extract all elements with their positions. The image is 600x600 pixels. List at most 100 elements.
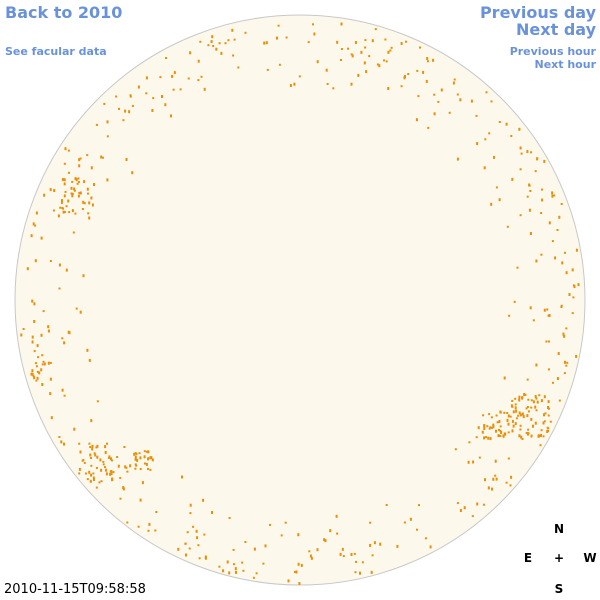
previous-hour-link[interactable]: Previous hour <box>509 45 596 58</box>
facula <box>433 112 436 116</box>
facula <box>528 208 531 212</box>
facula <box>124 465 127 469</box>
facula <box>514 403 517 406</box>
facula <box>36 376 39 380</box>
back-link[interactable]: Back to 2010 <box>5 3 123 22</box>
facula <box>547 314 550 317</box>
facula <box>359 571 361 575</box>
facula <box>263 41 266 45</box>
facula <box>106 178 109 182</box>
facula <box>528 184 531 187</box>
facula <box>197 59 200 63</box>
facula <box>551 240 554 243</box>
facula <box>65 268 68 272</box>
facula <box>485 91 488 94</box>
facula <box>102 156 104 159</box>
facula <box>560 203 563 205</box>
facula <box>131 171 134 175</box>
facula <box>123 446 126 448</box>
facula <box>181 475 183 479</box>
facula <box>519 214 522 217</box>
facula <box>498 420 501 423</box>
facula <box>363 61 366 65</box>
facula <box>427 126 430 129</box>
facula <box>497 434 500 438</box>
facula <box>134 455 137 459</box>
facula <box>83 461 86 464</box>
facula <box>529 190 532 192</box>
previous-day-link[interactable]: Previous day <box>479 3 596 22</box>
facula <box>488 413 491 416</box>
facula <box>53 189 56 192</box>
facula <box>405 40 407 43</box>
facula <box>518 398 521 402</box>
facula <box>514 397 517 400</box>
facula <box>102 460 105 463</box>
facula <box>385 60 388 63</box>
facula <box>557 352 560 355</box>
facula <box>521 397 524 400</box>
facula <box>484 478 486 482</box>
facula <box>65 205 68 208</box>
facular-data-link[interactable]: See facular data <box>5 45 107 58</box>
next-hour-link[interactable]: Next hour <box>534 58 597 71</box>
facula <box>329 529 332 533</box>
facula <box>134 467 137 470</box>
facula <box>278 63 281 66</box>
facula <box>506 412 509 414</box>
facula <box>364 46 367 49</box>
facula <box>63 182 66 186</box>
facula <box>104 451 107 454</box>
facula <box>534 395 537 398</box>
facula <box>515 409 518 413</box>
facula <box>155 511 158 513</box>
facula <box>498 121 501 123</box>
facula <box>475 114 478 117</box>
facula <box>521 438 524 440</box>
facula <box>562 332 565 336</box>
facula <box>231 28 234 32</box>
facula <box>90 166 93 170</box>
facula <box>37 356 40 359</box>
facula <box>122 119 125 122</box>
facula <box>487 486 490 490</box>
facula <box>35 211 38 215</box>
facula <box>523 393 526 396</box>
facula <box>340 22 343 26</box>
facula <box>79 157 82 160</box>
facula <box>71 192 74 195</box>
facula <box>78 164 81 168</box>
facula <box>125 158 128 161</box>
next-day-link[interactable]: Next day <box>516 20 596 39</box>
facula <box>95 446 98 449</box>
facula <box>133 452 136 456</box>
facula <box>35 379 38 382</box>
facula <box>532 400 535 404</box>
facula <box>112 471 115 474</box>
facula <box>535 363 538 367</box>
facula <box>31 299 34 303</box>
facula <box>350 553 353 556</box>
facula <box>339 552 342 556</box>
facula <box>32 222 35 226</box>
facula <box>488 132 491 135</box>
facula <box>476 502 479 506</box>
facula <box>437 100 440 103</box>
facula <box>502 435 505 438</box>
facula <box>92 476 95 479</box>
facula <box>98 481 101 484</box>
facula <box>100 155 103 159</box>
facula <box>86 187 89 191</box>
facula <box>224 42 227 45</box>
facula <box>324 539 327 543</box>
facula <box>122 486 125 490</box>
timestamp: 2010-11-15T09:58:58 <box>4 582 146 597</box>
facula <box>536 400 539 404</box>
facula <box>86 478 89 481</box>
facula <box>543 308 546 312</box>
facula <box>500 431 503 434</box>
facula <box>52 209 55 212</box>
facula <box>43 193 46 197</box>
facula <box>31 335 34 339</box>
